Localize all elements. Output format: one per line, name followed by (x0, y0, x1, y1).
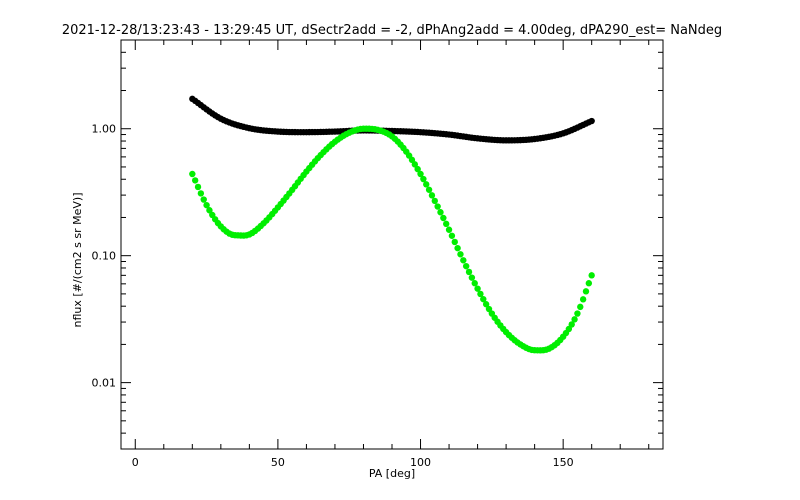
data-point (454, 244, 461, 252)
data-point (460, 257, 467, 264)
data-point (203, 201, 210, 209)
data-point (480, 295, 487, 303)
data-point (448, 232, 456, 239)
data-point (471, 280, 478, 287)
data-point (206, 207, 213, 214)
tick-labels: 0 50 100 150 0.01 0.10 1.00 (92, 123, 574, 469)
data-point (411, 161, 419, 168)
data-point (189, 170, 196, 178)
plot-border (120, 39, 664, 450)
data-point (577, 303, 584, 311)
data-point (443, 220, 450, 228)
series-1 (189, 125, 595, 354)
data-point (585, 280, 593, 287)
data-point (451, 238, 458, 246)
data-point (428, 192, 436, 199)
axis-ticks (121, 39, 663, 450)
data-point (414, 165, 421, 173)
data-point (425, 186, 433, 193)
x-tick-label: 100 (410, 456, 431, 469)
y-tick-label: 1.00 (92, 123, 117, 136)
series-0 (189, 95, 595, 144)
data-point (568, 321, 575, 328)
data-point (465, 268, 473, 276)
data-point (200, 196, 207, 203)
data-point (588, 272, 595, 279)
data-point (482, 301, 490, 308)
data-point (194, 183, 202, 191)
data-point (457, 251, 464, 258)
y-tick-label: 0.01 (92, 377, 117, 390)
data-point (571, 316, 578, 323)
x-tick-label: 0 (132, 456, 139, 469)
data-point (431, 197, 438, 205)
data-point (474, 285, 481, 292)
data-point (417, 170, 424, 178)
y-axis-label: nflux [#/(cm2 s sr MeV)] (71, 193, 84, 328)
data-point (582, 288, 590, 295)
data-point (440, 214, 447, 222)
data-point (462, 262, 470, 270)
data-point (423, 181, 430, 188)
data-point (445, 226, 453, 233)
data-point (574, 310, 581, 317)
data-point (420, 175, 427, 183)
y-tick-label: 0.10 (92, 250, 117, 263)
data-point (437, 209, 444, 216)
data-point (468, 274, 476, 281)
data-series (189, 95, 595, 354)
data-point (477, 290, 484, 298)
x-axis-label: PA [deg] (369, 467, 415, 480)
data-point (191, 177, 199, 184)
data-point (588, 117, 595, 125)
x-tick-label: 150 (553, 456, 574, 469)
plot-frame (120, 39, 664, 450)
data-point (579, 296, 587, 303)
chart-title: 2021-12-28/13:23:43 - 13:29:45 UT, dSect… (62, 23, 722, 38)
data-point (434, 203, 441, 210)
data-point (197, 190, 205, 197)
x-tick-label: 50 (271, 456, 285, 469)
